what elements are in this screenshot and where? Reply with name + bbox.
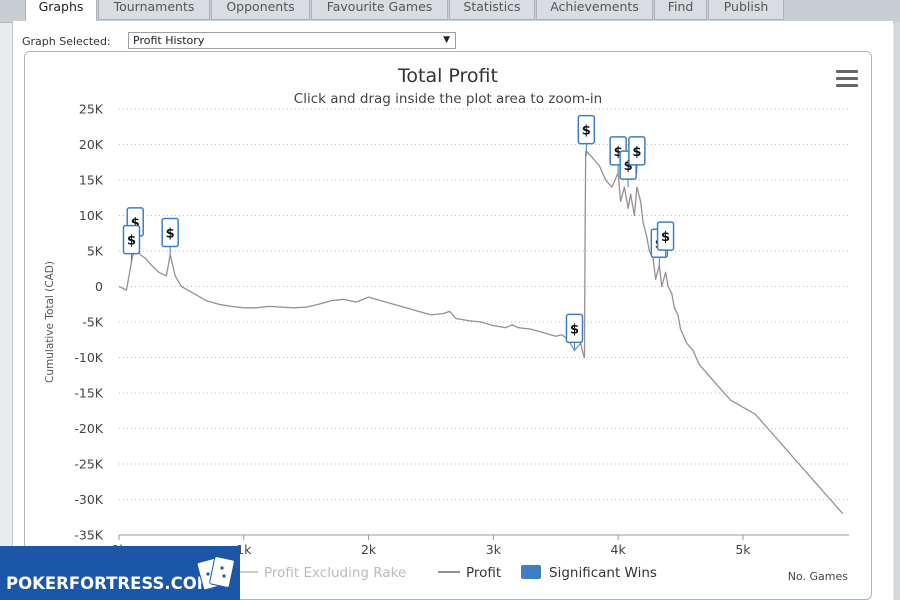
x-tick-label: 4k bbox=[611, 542, 627, 557]
y-tick-label: -20K bbox=[74, 421, 103, 436]
graph-select[interactable]: Profit History ▼ bbox=[128, 32, 456, 49]
tab-tournaments[interactable]: Tournaments bbox=[98, 0, 210, 20]
y-tick-label: 5K bbox=[87, 244, 104, 259]
tab-find[interactable]: Find bbox=[654, 0, 707, 20]
tab-bar: Graphs Tournaments Opponents Favourite Game… bbox=[0, 0, 900, 23]
y-tick-label: -30K bbox=[74, 492, 103, 507]
legend-item-significant-wins[interactable]: Significant Wins bbox=[521, 565, 657, 581]
chart-title: Total Profit bbox=[397, 65, 498, 87]
significant-win-marker[interactable]: $ bbox=[565, 313, 584, 351]
y-axis-ticks: 25K 20K 15K 10K 5K 0 -5K -10K -15K -20K -25K -30K -3… bbox=[74, 102, 103, 543]
marker-label: $ bbox=[624, 159, 633, 174]
tab-graphs[interactable]: Graphs bbox=[25, 0, 97, 23]
legend-item-profit-excluding-rake[interactable]: Profit Excluding Rake bbox=[236, 565, 406, 581]
y-tick-label: 15K bbox=[79, 173, 104, 188]
significant-win-marker[interactable]: $ bbox=[656, 221, 675, 259]
graph-selected-label: Graph Selected: bbox=[22, 35, 111, 48]
x-tick-label: 3k bbox=[486, 542, 502, 557]
significant-win-marker[interactable]: $ bbox=[628, 136, 646, 173]
chart-container bbox=[24, 51, 872, 600]
tab-statistics[interactable]: Statistics bbox=[449, 0, 535, 20]
y-tick-label: -5K bbox=[82, 315, 103, 330]
tab-achievements[interactable]: Achievements bbox=[536, 0, 653, 20]
y-axis-title: Cumulative Total (CAD) bbox=[44, 261, 56, 383]
chart-subtitle: Click and drag inside the plot area to z… bbox=[294, 91, 602, 107]
scrollbar[interactable] bbox=[894, 22, 900, 600]
y-tick-label: 25K bbox=[79, 102, 104, 117]
y-tick-label: 0 bbox=[95, 279, 103, 294]
significant-win-marker[interactable]: $ bbox=[161, 217, 179, 255]
tab-favourite-games[interactable]: Favourite Games bbox=[311, 0, 448, 20]
dropdown-arrow-icon: ▼ bbox=[443, 35, 450, 45]
significant-win-marker[interactable]: $ bbox=[122, 224, 141, 262]
marker-label: $ bbox=[632, 145, 641, 160]
significant-win-markers: $$$$$$$$$$ bbox=[122, 114, 675, 351]
marker-label: $ bbox=[131, 216, 140, 231]
legend-label: Significant Wins bbox=[549, 565, 657, 581]
y-tick-label: -35K bbox=[74, 528, 103, 543]
series-line-profit bbox=[118, 150, 844, 515]
series-layer bbox=[118, 150, 844, 515]
significant-win-marker[interactable]: $ bbox=[577, 114, 596, 152]
x-tick-label: 2k bbox=[361, 542, 377, 557]
marker-label: $ bbox=[661, 230, 670, 245]
marker-label: $ bbox=[614, 145, 623, 160]
y-tick-label: -15K bbox=[74, 386, 103, 401]
chart-menu-icon[interactable] bbox=[836, 70, 858, 88]
y-tick-label: 10K bbox=[79, 208, 104, 223]
chart-legend: Profit Excluding Rake Profit Significant W… bbox=[236, 565, 657, 581]
y-tick-label: -25K bbox=[74, 457, 103, 472]
marker-label: $ bbox=[166, 227, 175, 242]
marker-label: $ bbox=[582, 124, 591, 139]
tab-publish[interactable]: Publish bbox=[708, 0, 784, 20]
tab-opponents[interactable]: Opponents bbox=[211, 0, 310, 20]
x-tick-label: 1k bbox=[236, 542, 252, 557]
legend-item-profit[interactable]: Profit bbox=[438, 565, 501, 581]
y-tick-label: -10K bbox=[74, 350, 103, 365]
marker-label: $ bbox=[570, 322, 579, 337]
watermark-text: POKERFORTRESS.COM bbox=[6, 574, 214, 593]
graph-select-value: Profit History bbox=[133, 34, 205, 47]
legend-label: Profit Excluding Rake bbox=[264, 565, 406, 581]
marker-label: $ bbox=[127, 234, 136, 249]
y-tick-label: 20K bbox=[79, 137, 104, 152]
playing-cards-icon bbox=[196, 556, 235, 591]
x-axis-title: No. Games bbox=[788, 570, 849, 583]
gridlines bbox=[119, 108, 849, 536]
x-tick-label: 5k bbox=[735, 542, 751, 557]
legend-label: Profit bbox=[466, 565, 501, 581]
